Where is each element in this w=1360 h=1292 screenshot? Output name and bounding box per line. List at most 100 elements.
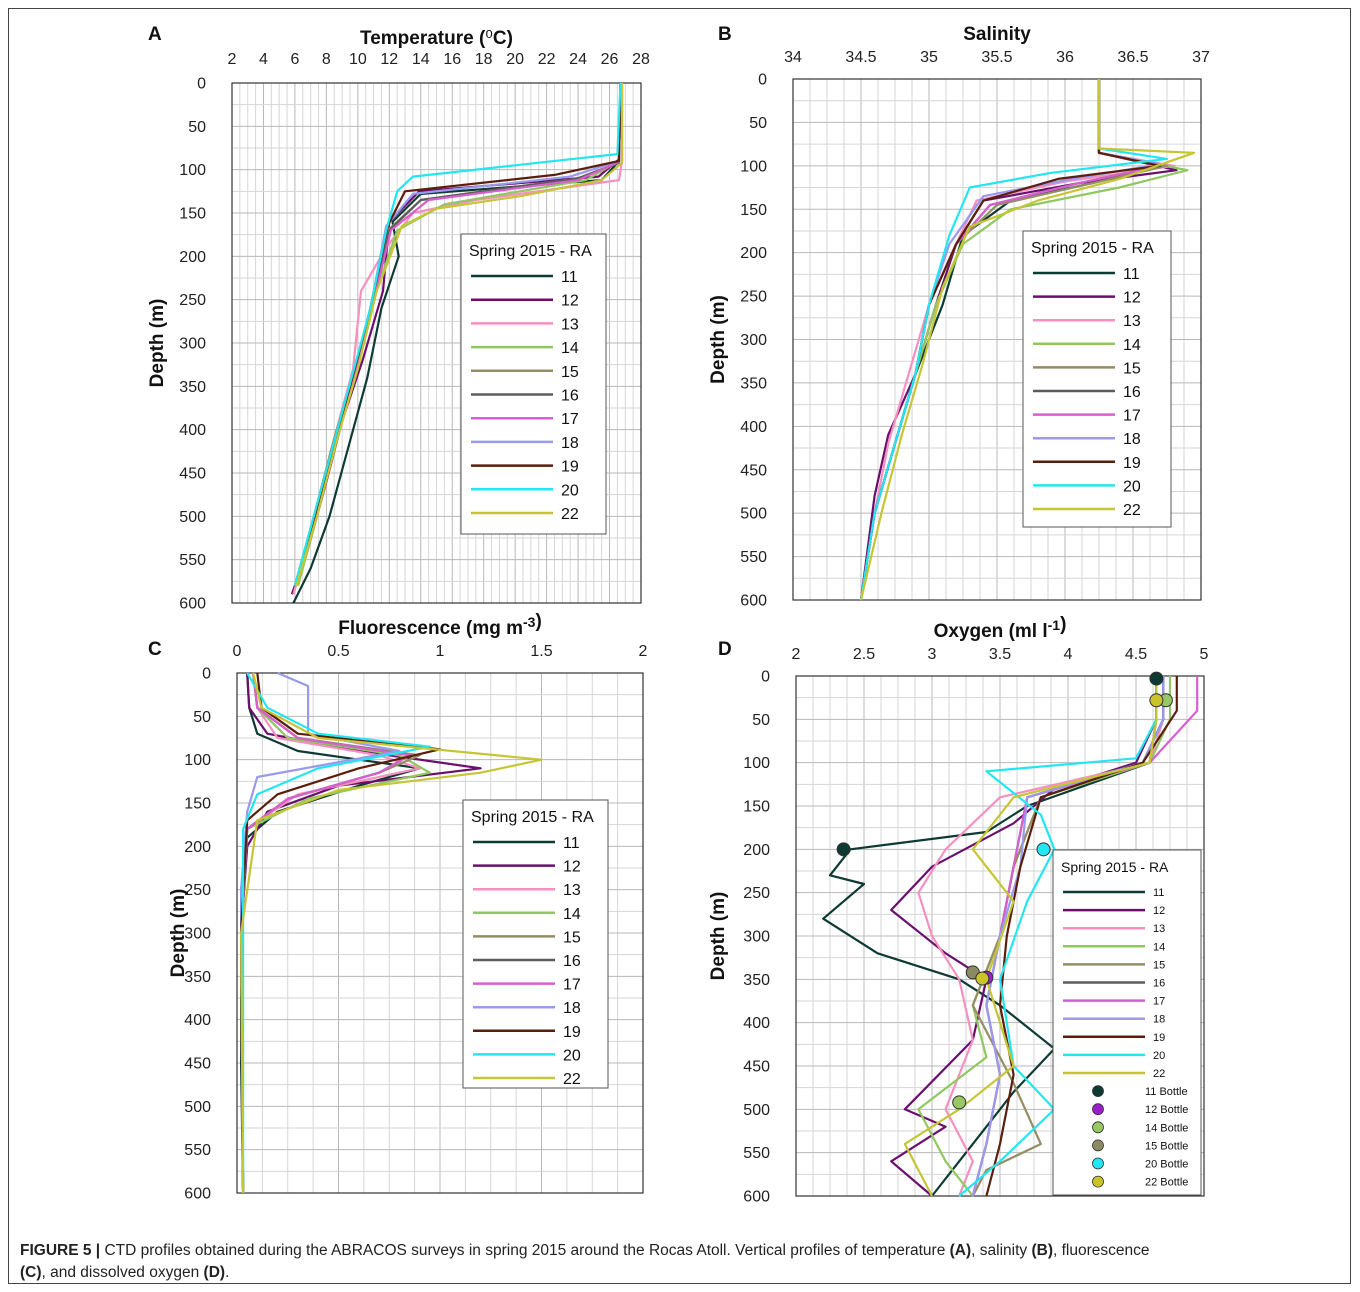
- series-group: [822, 676, 1199, 1197]
- y-tick-label: 600: [743, 1189, 770, 1206]
- panel-B: B 34 34.5 35 35.5 36 36.5 37 0 50 100 150 200 250 300 3…: [708, 24, 1210, 610]
- series-line-12: [890, 676, 1158, 1197]
- series-line-22: [295, 83, 624, 587]
- x-tick-label: 2: [639, 643, 648, 660]
- caption-text-c: , fluorescence: [1053, 1242, 1150, 1259]
- legend: Spring 2015 - RA 11 12 13 14 15 16 17 18 19 20 22 11…: [1052, 849, 1202, 1196]
- legend-marker: [1092, 1121, 1104, 1134]
- legend-label: 13: [561, 316, 579, 333]
- x-tick-label: 36: [1056, 49, 1074, 66]
- x-tick-label: 4: [259, 51, 268, 68]
- legend-label: 14: [561, 340, 579, 357]
- x-tick-label: 4: [1064, 646, 1073, 663]
- y-tick-label: 250: [743, 885, 770, 902]
- legend-label: 15: [561, 364, 579, 381]
- x-tick-label: 2: [228, 51, 237, 68]
- caption-ref-c: (C): [20, 1264, 42, 1281]
- y-tick-label: 200: [740, 245, 767, 262]
- caption-ref-a: (A): [949, 1242, 972, 1259]
- y-tick-label: 350: [184, 969, 211, 986]
- legend-label: 20: [561, 482, 579, 499]
- y-tick-label: 50: [749, 115, 767, 132]
- legend-marker: [1092, 1157, 1104, 1170]
- legend-label: 13: [1153, 923, 1165, 935]
- legend-label: 22: [1123, 502, 1141, 519]
- y-axis-label: Depth (m): [708, 892, 729, 981]
- y-tick-label: 600: [184, 1186, 211, 1203]
- y-axis-label: Depth (m): [168, 889, 189, 978]
- caption-text-d: , and dissolved oxygen: [41, 1264, 204, 1281]
- y-tick-label: 200: [743, 842, 770, 859]
- y-tick-label: 0: [761, 669, 770, 686]
- y-tick-label: 300: [179, 336, 206, 353]
- legend-label: 11: [561, 269, 578, 286]
- y-tick-label: 600: [179, 596, 206, 613]
- y-tick-label: 300: [184, 926, 211, 943]
- series-line-20: [293, 82, 622, 586]
- y-tick-label: 200: [184, 839, 211, 856]
- x-tick-label: 4.5: [1125, 646, 1147, 663]
- legend-label: 19: [1123, 455, 1141, 472]
- legend-box: [1052, 849, 1202, 1196]
- figure-canvas: A2 4 6 8 10 12 14 16 18 20 22 24 26 28050100150200250…: [147, 24, 1210, 1206]
- series-group: [859, 79, 1196, 601]
- y-tick-label: 150: [179, 206, 206, 223]
- series-line-22: [903, 676, 1158, 1197]
- legend-label: 22: [563, 1071, 581, 1088]
- legend-marker: [1092, 1085, 1104, 1097]
- x-tick-label: 34: [784, 49, 802, 66]
- panel-A: A2 4 6 8 10 12 14 16 18 20 22 24 26 28050100150200250…: [147, 24, 650, 613]
- legend-label: 19: [1153, 1032, 1165, 1044]
- series-group: [240, 671, 543, 1194]
- y-tick-label: 450: [743, 1059, 770, 1076]
- y-tick-label: 500: [740, 506, 767, 523]
- y-tick-label: 450: [740, 462, 767, 479]
- y-tick-label: 350: [179, 379, 206, 396]
- y-tick-label: 250: [184, 882, 211, 899]
- x-tick-label: 12: [380, 51, 398, 68]
- y-tick-label: 100: [743, 755, 770, 772]
- x-tick-label: 14: [412, 51, 430, 68]
- legend-title: Spring 2015 - RA: [1061, 859, 1169, 875]
- y-tick-label: 250: [740, 289, 767, 306]
- legend-label: 17: [1153, 996, 1165, 1008]
- legend-label: 20 Bottle: [1145, 1159, 1188, 1171]
- legend-label: 12: [1153, 905, 1165, 917]
- legend-label: 19: [561, 459, 579, 476]
- bottle-marker: [1036, 842, 1051, 857]
- x-tick-label: 0: [233, 643, 242, 660]
- y-tick-label: 350: [743, 972, 770, 989]
- plot-frame: [792, 78, 1202, 601]
- legend-label: 18: [563, 1000, 581, 1017]
- legend-label: 16: [1153, 978, 1165, 990]
- legend-label: 18: [561, 435, 579, 452]
- legend-box: [460, 233, 607, 535]
- x-tick-label: 26: [601, 51, 619, 68]
- legend-label: 11: [1123, 266, 1140, 283]
- y-tick-label: 100: [184, 752, 211, 769]
- legend-label: 22: [561, 506, 579, 523]
- legend-label: 22: [1153, 1068, 1165, 1080]
- y-tick-label: 500: [184, 1099, 211, 1116]
- y-tick-label: 150: [184, 796, 211, 813]
- x-tick-label: 24: [569, 51, 587, 68]
- legend-label: 12: [563, 859, 581, 876]
- legend-label: 12 Bottle: [1145, 1104, 1188, 1116]
- legend-label: 17: [563, 977, 581, 994]
- y-tick-label: 200: [179, 249, 206, 266]
- x-tick-label: 6: [290, 51, 299, 68]
- legend-marker: [1092, 1103, 1104, 1116]
- x-tick-label: 20: [506, 51, 524, 68]
- y-tick-label: 550: [740, 549, 767, 566]
- legend-label: 14: [1123, 337, 1141, 354]
- legend-label: 13: [563, 882, 581, 899]
- y-tick-label: 50: [188, 119, 206, 136]
- x-tick-label: 28: [632, 51, 650, 68]
- legend-title: Spring 2015 - RA: [469, 243, 592, 260]
- x-tick-label: 1: [436, 643, 445, 660]
- y-tick-label: 0: [202, 666, 211, 683]
- legend-label: 22 Bottle: [1145, 1177, 1188, 1189]
- legend-label: 12: [1123, 290, 1141, 307]
- bottle-marker: [836, 842, 851, 857]
- chart-title: Salinity: [963, 24, 1031, 45]
